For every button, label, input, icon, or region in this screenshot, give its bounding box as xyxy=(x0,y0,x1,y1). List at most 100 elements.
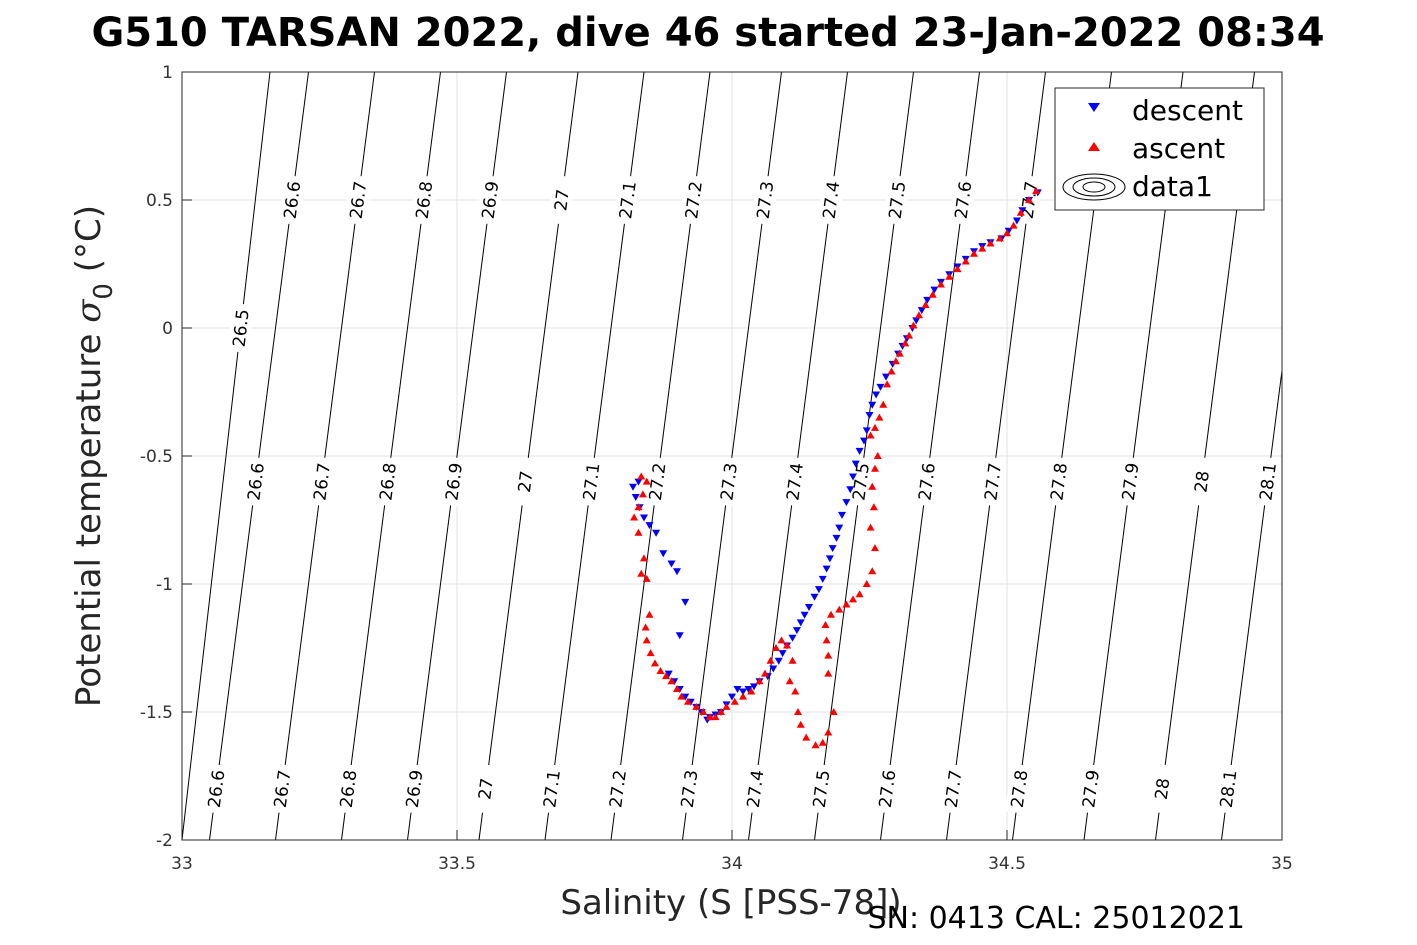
ascent-point xyxy=(842,600,851,608)
ascent-point xyxy=(642,477,651,485)
descent-point xyxy=(855,447,864,455)
ascent-point xyxy=(821,620,830,628)
contour-label: 27.4 xyxy=(783,462,808,502)
contour-label: 27 xyxy=(551,188,574,212)
descent-point xyxy=(675,632,684,640)
descent-point xyxy=(862,427,871,435)
ascent-point xyxy=(811,741,820,749)
ascent-point xyxy=(1003,229,1011,237)
ascent-point xyxy=(873,452,882,459)
descent-point xyxy=(640,514,648,522)
contour-label-bg xyxy=(643,456,672,507)
ascent-point xyxy=(630,513,639,521)
descent-point xyxy=(846,486,855,494)
ascent-point xyxy=(692,702,701,710)
contour-label-bg xyxy=(1214,763,1243,815)
contour-label: 27.2 xyxy=(682,180,707,220)
ascent-point xyxy=(921,300,930,308)
contour-label-bg xyxy=(537,763,566,815)
descent-point xyxy=(838,511,846,519)
legend-descent-marker xyxy=(1088,103,1100,112)
contour-label-bg xyxy=(202,763,231,815)
ascent-point xyxy=(1032,187,1041,195)
descent-point xyxy=(818,575,827,583)
ascent-point xyxy=(722,702,731,710)
contour-label: 26.7 xyxy=(347,180,372,220)
descent-point xyxy=(667,560,676,568)
ascent-point xyxy=(755,677,764,685)
legend-ascent-marker xyxy=(1088,142,1100,151)
y-tick-label: -0.5 xyxy=(140,447,173,467)
contour-label-bg xyxy=(577,456,606,507)
contour-label-bg xyxy=(912,456,941,507)
descent-point xyxy=(750,683,758,691)
contour-label-bg xyxy=(268,763,297,815)
contour-label: 27 xyxy=(515,470,538,494)
ascent-point xyxy=(673,684,681,692)
contour-label-bg xyxy=(679,174,708,226)
contour-label: 27.2 xyxy=(606,769,631,809)
descent-point xyxy=(728,693,736,701)
y-tick-label: -2 xyxy=(156,831,173,851)
contour-label-bg xyxy=(675,763,704,815)
contour-label: 26.7 xyxy=(310,462,335,502)
descent-point xyxy=(930,286,939,294)
contour-label: 27.4 xyxy=(744,769,769,809)
contour-label-bg xyxy=(471,763,500,815)
ascent-point xyxy=(699,708,708,715)
descent-point xyxy=(681,598,690,606)
contour-label: 26.9 xyxy=(479,180,504,220)
contour-label: 27.9 xyxy=(1119,462,1144,502)
ascent-point xyxy=(656,667,665,675)
ascent-point xyxy=(796,720,805,728)
ascent-point xyxy=(788,656,797,664)
contour-27.2: 27.2 27.2 27.2 xyxy=(603,72,711,840)
ascent-point xyxy=(868,567,877,575)
descent-point xyxy=(805,604,813,612)
ascent-point xyxy=(855,590,864,598)
ascent-point xyxy=(1025,196,1033,203)
contour-label-bg xyxy=(373,456,402,507)
ascent-point xyxy=(711,713,720,721)
ascent-point xyxy=(875,413,884,421)
ascent-point xyxy=(818,738,827,746)
contour-label: 27.8 xyxy=(1047,462,1072,502)
contour-26.5: 26.5 xyxy=(182,72,271,840)
descent-point xyxy=(849,473,857,481)
descent-point xyxy=(664,670,673,678)
descent-point xyxy=(659,550,668,558)
ascent-point xyxy=(717,708,725,715)
descent-point xyxy=(769,665,778,673)
ascent-point xyxy=(747,687,756,695)
ascent-point xyxy=(706,713,714,721)
contour-label-bg xyxy=(741,763,770,815)
contour-label: 28.1 xyxy=(1256,462,1281,502)
contour-27.1: 27.1 27.1 27.1 xyxy=(537,72,645,840)
contour-label-bg xyxy=(400,763,429,815)
x-axis-label: Salinity (S [PSS-78]) xyxy=(560,883,901,923)
isopycnal-line xyxy=(182,72,271,840)
descent-point xyxy=(868,401,877,409)
ascent-point xyxy=(791,687,800,695)
contour-label-bg xyxy=(1116,456,1145,507)
ascent-point xyxy=(822,636,831,644)
ascent-point xyxy=(901,339,910,347)
descent-point xyxy=(828,545,837,553)
contour-label: 26.6 xyxy=(281,180,306,220)
contour-27.7: 27.727.727.7 xyxy=(939,72,1046,840)
ascent-point xyxy=(871,464,879,472)
descent-point xyxy=(796,619,805,627)
descent-point xyxy=(917,307,926,315)
contour-label-bg xyxy=(883,174,911,226)
ascent-point xyxy=(761,669,769,677)
descent-point xyxy=(1012,217,1021,225)
ascent-point xyxy=(883,380,892,388)
ascent-point xyxy=(677,692,686,700)
contour-label-bg xyxy=(278,174,306,226)
ascent-point xyxy=(866,431,875,439)
ascent-point xyxy=(730,697,739,705)
contour-label: 27.6 xyxy=(952,180,977,220)
contour-label-bg xyxy=(1253,456,1282,507)
contour-label: 28 xyxy=(1152,777,1175,801)
ascent-point xyxy=(642,636,651,644)
